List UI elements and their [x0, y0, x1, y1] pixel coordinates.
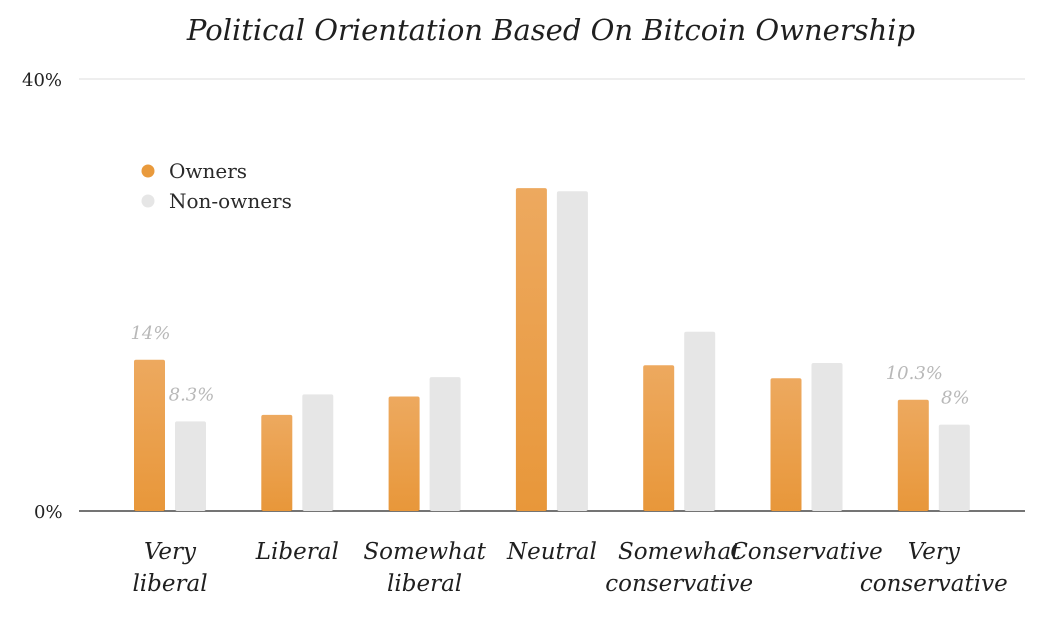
bar-owners-neutral: [515, 188, 547, 511]
bar-owners-somewhat-liberal: [388, 396, 420, 511]
bar-non-owners-somewhat-conservative: [684, 331, 716, 511]
category-label-somewhat-liberal: Somewhat liberal: [363, 539, 486, 597]
category-label-line: Conservative: [730, 539, 883, 565]
bar-non-owners-very-conservative: [938, 424, 970, 511]
category-label-line: Somewhat: [618, 539, 741, 565]
data-label-non-owners-very-conservative: 8%: [941, 388, 970, 409]
category-label-line: Very: [908, 539, 961, 565]
category-label-somewhat-conservative: Somewhat conservative: [605, 539, 753, 597]
bar-owners-liberal: [261, 414, 293, 511]
category-label-liberal: Liberal: [255, 539, 339, 565]
data-label-owners-very-conservative: 10.3%: [886, 363, 943, 384]
bar-non-owners-liberal: [302, 394, 334, 511]
category-label-very-liberal: Very liberal: [132, 539, 207, 597]
category-label-line: Neutral: [506, 539, 597, 565]
category-label-line: conservative: [860, 571, 1008, 597]
y-tick-zero: 0%: [34, 502, 63, 523]
bar-owners-somewhat-conservative: [643, 365, 675, 511]
category-label-conservative: Conservative: [730, 539, 883, 565]
legend: Owners Non-owners: [141, 159, 292, 213]
category-label-very-conservative: Very conservative: [860, 539, 1008, 597]
data-label-owners-very-liberal: 14%: [130, 323, 170, 344]
category-label-line: Very: [144, 539, 197, 565]
bar-owners-conservative: [770, 378, 802, 511]
bar-non-owners-somewhat-liberal: [429, 377, 461, 511]
bar-non-owners-very-liberal: [175, 421, 206, 511]
category-label-line: Somewhat: [363, 539, 486, 565]
legend-non-owners-swatch: [141, 194, 155, 208]
category-label-neutral: Neutral: [506, 539, 597, 565]
category-label-line: liberal: [132, 571, 207, 597]
category-labels: Very liberal Liberal Somewhat liberal Neutral…: [132, 539, 1007, 597]
chart-title: Political Orientation Based On Bitcoin O…: [186, 13, 915, 47]
category-label-line: conservative: [605, 571, 753, 597]
legend-owners-swatch: [141, 164, 155, 178]
legend-owners-label: Owners: [169, 159, 247, 183]
category-label-line: liberal: [387, 571, 462, 597]
bar-non-owners-conservative: [811, 363, 843, 511]
bar-non-owners-neutral: [556, 191, 588, 512]
legend-non-owners-label: Non-owners: [169, 189, 292, 213]
bar-owners-very-conservative: [897, 399, 929, 511]
bars: [134, 188, 970, 512]
category-label-line: Liberal: [255, 539, 339, 565]
data-label-non-owners-very-liberal: 8.3%: [169, 384, 215, 405]
y-tick-max: 40%: [22, 70, 62, 91]
bar-owners-very-liberal: [134, 359, 165, 511]
data-labels: 14% 8.3% 10.3% 8%: [130, 323, 969, 409]
